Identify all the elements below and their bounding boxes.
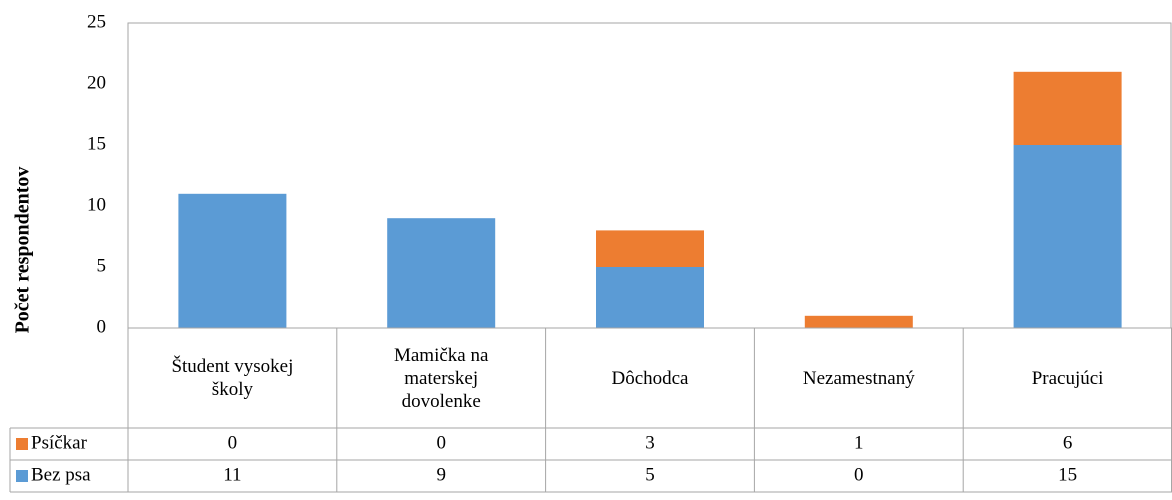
legend-key: [16, 470, 28, 482]
category-label: Pracujúci: [1031, 367, 1104, 389]
table-value: 1: [854, 432, 864, 453]
category-label: Mamička na materskej dovolenke: [393, 344, 489, 412]
y-tick-label: 5: [97, 255, 107, 276]
table-value: 11: [223, 464, 241, 485]
table-value: 6: [1063, 432, 1073, 453]
bar-segment: [804, 315, 913, 328]
y-tick-label: 20: [87, 72, 106, 93]
category-label: Nezamestnaný: [802, 367, 915, 389]
legend-label: Psíčkar: [31, 432, 88, 453]
table-value: 9: [436, 464, 446, 485]
table-value: 15: [1058, 464, 1077, 485]
y-tick-label: 25: [87, 11, 106, 32]
bar-segment: [596, 230, 704, 267]
table-value: 0: [436, 432, 446, 453]
y-tick-label: 0: [97, 316, 107, 337]
table-value: 3: [645, 432, 655, 453]
bar-segment: [178, 193, 287, 328]
bar-segment: [1013, 71, 1122, 145]
y-axis-label: Počet respondentov: [12, 167, 34, 334]
table-value: 5: [645, 464, 655, 485]
table-value: 0: [854, 464, 864, 485]
bar-segment: [596, 267, 704, 328]
category-label: Dôchodca: [611, 367, 689, 389]
legend-key: [16, 438, 28, 450]
y-tick-label: 10: [87, 194, 106, 215]
category-label: Študent vysokej školy: [171, 356, 294, 400]
y-tick-label: 15: [87, 133, 106, 154]
bar-segment: [1013, 145, 1122, 328]
table-value: 0: [228, 432, 238, 453]
legend-label: Bez psa: [31, 464, 91, 485]
bar-segment: [387, 218, 496, 328]
